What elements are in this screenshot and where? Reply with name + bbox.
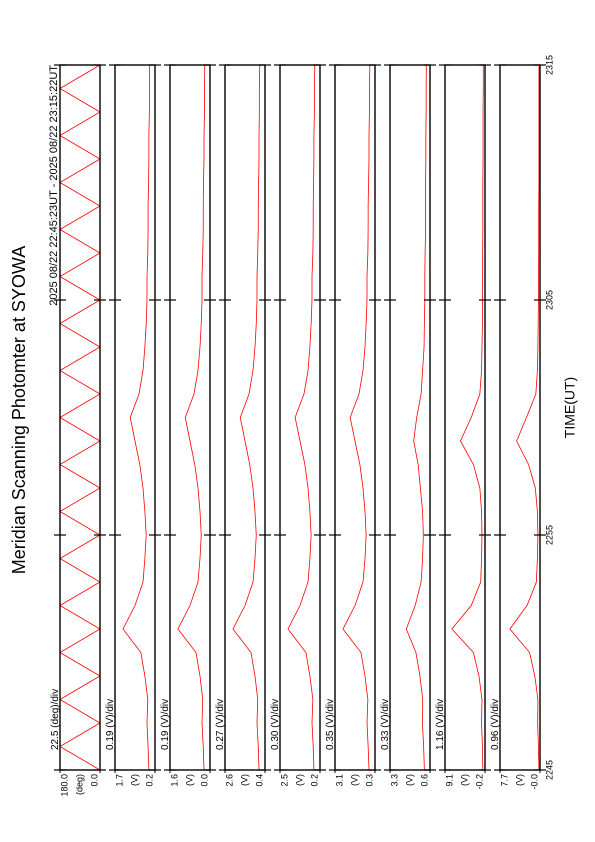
- y-tick-label: 0.2: [309, 774, 319, 787]
- signal-line: [342, 64, 371, 771]
- signal-line: [509, 65, 540, 771]
- y-tick-label: -0.0: [529, 774, 539, 790]
- scale-label: 0.96 (V)/div: [490, 699, 501, 750]
- panel-frame: [499, 64, 541, 771]
- unit-label: (V): [459, 774, 469, 786]
- unit-label: (V): [129, 774, 139, 786]
- y-tick-label: 0.6: [419, 774, 429, 787]
- panel-frame: [334, 64, 376, 771]
- y-tick-label: 180.0: [59, 774, 69, 797]
- signal-line: [232, 64, 261, 771]
- scale-label: 22.5 (deg)/div: [50, 689, 61, 750]
- y-tick-label: 0.4: [254, 774, 264, 787]
- subtitle: 2025 08/22 22:45:23UT - 2025 08/22 23:15…: [48, 65, 60, 306]
- unit-label: (V): [184, 774, 194, 786]
- panel-frame: [389, 64, 431, 771]
- x-tick-label: 2315: [544, 55, 554, 75]
- y-tick-label: 0.0: [89, 774, 99, 787]
- scale-label: 1.16 (V)/div: [435, 699, 446, 750]
- unit-label: (V): [294, 774, 304, 786]
- panel-frame: [59, 64, 101, 771]
- scale-label: 0.19 (V)/div: [105, 699, 116, 750]
- y-tick-label: 0.0: [199, 774, 209, 787]
- x-axis-label: TIME(UT): [562, 377, 578, 438]
- panel-frame: [114, 64, 156, 771]
- x-tick-label: 2245: [544, 760, 554, 780]
- y-tick-label: 1.6: [169, 774, 179, 787]
- signal-line: [451, 65, 484, 771]
- panel-frame: [279, 64, 321, 771]
- x-tick-label: 2305: [544, 290, 554, 310]
- y-tick-label: 2.5: [279, 774, 289, 787]
- signal-line: [177, 64, 206, 771]
- scale-label: 0.30 (V)/div: [270, 699, 281, 750]
- signal-line: [122, 64, 151, 771]
- panel-frame: [169, 64, 211, 771]
- unit-label: (V): [514, 774, 524, 786]
- y-tick-label: -0.2: [474, 774, 484, 790]
- y-tick-label: 0.3: [364, 774, 374, 787]
- y-tick-label: 7.7: [499, 774, 509, 787]
- rotated-chart: Meridian Scanning Photomter at SYOWA 202…: [9, 55, 578, 797]
- y-tick-label: 9.1: [444, 774, 454, 787]
- scale-label: 0.35 (V)/div: [325, 699, 336, 750]
- y-tick-label: 2.6: [224, 774, 234, 787]
- signal-line: [287, 64, 316, 771]
- x-tick-label: 2255: [544, 525, 554, 545]
- y-tick-label: 1.7: [114, 774, 124, 787]
- y-tick-label: 0.2: [144, 774, 154, 787]
- unit-label: (V): [404, 774, 414, 786]
- scale-label: 0.27 (V)/div: [215, 699, 226, 750]
- panel-frame: [224, 64, 266, 771]
- chart-title: Meridian Scanning Photomter at SYOWA: [9, 246, 29, 574]
- y-tick-label: 3.1: [334, 774, 344, 787]
- unit-label: (V): [349, 774, 359, 786]
- scale-label: 0.19 (V)/div: [160, 699, 171, 750]
- unit-label: (deg): [74, 774, 84, 795]
- signal-line: [405, 64, 427, 771]
- scale-label: 0.33 (V)/div: [380, 699, 391, 750]
- y-tick-label: 3.3: [389, 774, 399, 787]
- panel-frame: [444, 64, 486, 771]
- unit-label: (V): [239, 774, 249, 786]
